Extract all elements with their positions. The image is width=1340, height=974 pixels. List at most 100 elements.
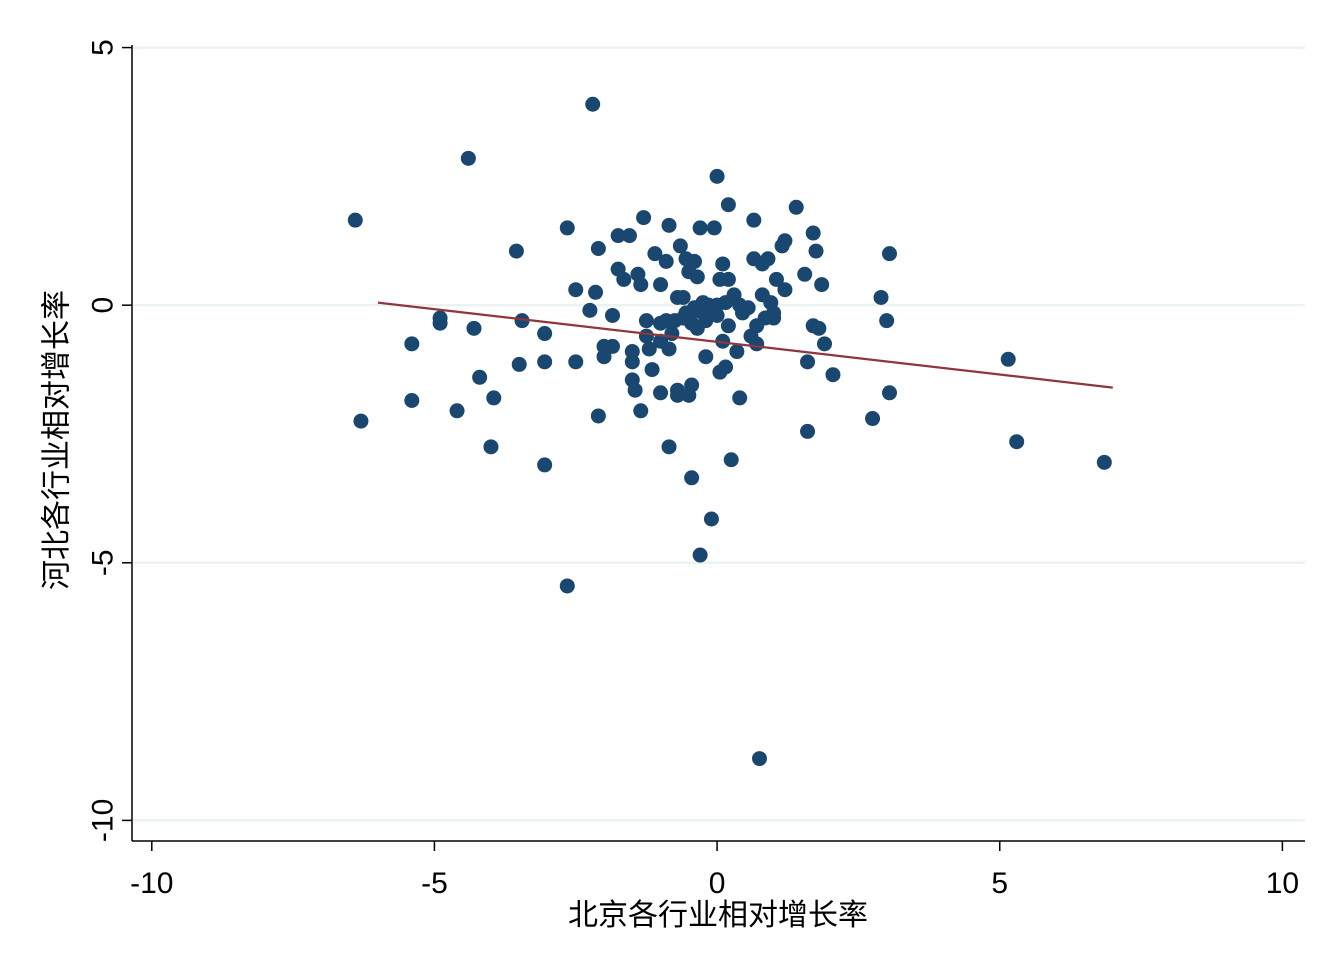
scatter-point [709,168,725,184]
scatter-point [732,390,748,406]
grid-lines [133,46,1305,822]
scatter-point [568,282,584,298]
scatter-point [636,210,652,226]
scatter-point [788,199,804,215]
fit-line-group [377,301,1113,389]
scatter-point [514,313,530,329]
scatter-point [873,289,889,305]
x-tick-label: 10 [1266,867,1299,900]
scatter-point [740,300,756,316]
scatter-point [449,403,465,419]
scatter-point [686,253,702,269]
scatter-point [621,228,637,244]
scatter-point [616,271,632,287]
scatter-point [537,457,553,473]
y-tick-label: -5 [87,549,120,576]
scatter-point [638,313,654,329]
y-tick-label: 5 [87,39,120,56]
scatter-point [582,302,598,318]
scatter-points [347,96,1112,767]
scatter-point [751,751,767,767]
scatter-point [559,220,575,236]
scatter-point [590,408,606,424]
scatter-point [805,225,821,241]
scatter-point [709,307,725,323]
scatter-point [718,359,734,375]
scatter-point [432,310,448,326]
scatter-point [698,313,714,329]
scatter-point [723,452,739,468]
scatter-point [692,220,708,236]
scatter-point [627,382,643,398]
x-tick-label: -10 [130,867,173,900]
scatter-point [749,336,765,352]
scatter-point [720,271,736,287]
scatter-point [698,349,714,365]
scatter-point [638,328,654,344]
scatter-point [661,439,677,455]
scatter-point [508,243,524,259]
x-axis-title: 北京各行业相对增长率 [568,898,868,933]
scatter-point [684,470,700,486]
scatter-point [537,326,553,342]
scatter-point [777,233,793,249]
scatter-point [605,338,621,354]
scatter-point [882,246,898,262]
scatter-point [585,96,601,112]
scatter-point [865,411,881,427]
scatter-point [800,423,816,439]
scatter-point [670,387,686,403]
scatter-point [624,344,640,360]
scatter-point [720,318,736,334]
y-tick-label: -10 [87,799,120,842]
scatter-point [729,344,745,360]
scatter-point [472,369,488,385]
scatter-point [404,392,420,408]
y-axis-title: 河北各行业相对增长率 [40,290,75,590]
scatter-point [695,295,711,311]
scatter-point [568,354,584,370]
scatter-point [706,220,722,236]
scatter-point [605,307,621,323]
scatter-point [800,354,816,370]
scatter-point [483,439,499,455]
scatter-point [808,243,824,259]
scatter-point [661,341,677,357]
x-axis-ticks: -10 -5 0 5 10 [130,841,1299,900]
scatter-point [664,326,680,342]
scatter-point [684,377,700,393]
scatter-point [633,403,649,419]
scatter-point [825,367,841,383]
scatter-point [816,336,832,352]
scatter-point [537,354,553,370]
scatter-point [672,238,688,254]
fit-line [377,301,1113,389]
scatter-point [511,356,527,372]
axes [131,45,1305,842]
scatter-point [811,320,827,336]
scatter-point [644,362,660,378]
x-tick-label: -5 [421,867,448,900]
scatter-point [689,269,705,285]
scatter-point [678,305,694,321]
scatter-point [879,313,895,329]
scatter-point [749,318,765,334]
scatter-point [590,241,606,257]
scatter-point [675,289,691,305]
scatter-point [814,277,830,293]
scatter-point [588,284,604,300]
scatter-point [633,277,649,293]
y-axis-ticks: 5 0 -5 -10 [87,39,132,842]
scatter-point [715,333,731,349]
scatter-point [1096,454,1112,470]
scatter-point [766,305,782,321]
scatter-point [596,349,612,365]
y-tick-label: 0 [87,297,120,314]
scatter-point [746,212,762,228]
scatter-point [653,277,669,293]
scatter-point [777,282,793,298]
x-tick-label: 0 [709,867,726,900]
scatter-point [882,385,898,401]
scatter-point [653,385,669,401]
scatter-point [559,578,575,594]
